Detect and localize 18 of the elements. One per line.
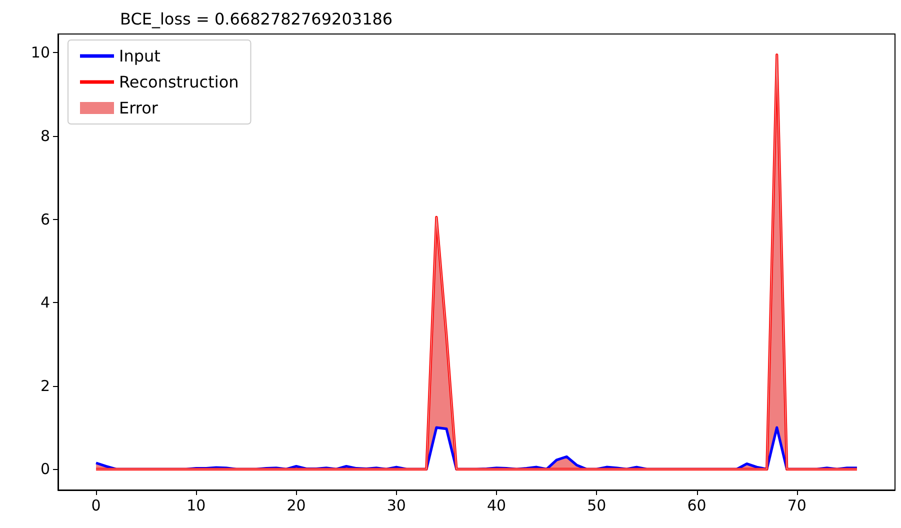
y-tick-label: 0 [40,460,50,478]
x-tick-label: 0 [91,496,101,514]
legend-label: Error [119,98,158,118]
y-tick-label: 4 [40,294,50,312]
chart-title: BCE_loss = 0.6682782769203186 [120,10,393,28]
legend-label: Input [119,46,160,66]
legend-label: Reconstruction [119,72,239,92]
x-tick-label: 60 [687,496,706,514]
x-tick-label: 50 [587,496,606,514]
x-tick-label: 20 [286,496,306,514]
y-tick-label: 2 [40,376,50,395]
y-tick-label: 8 [40,127,50,146]
y-tick-label: 10 [30,44,50,62]
x-tick-label: 40 [486,496,506,514]
x-tick-label: 10 [186,496,206,514]
x-tick-label: 30 [386,496,406,514]
y-tick-label: 6 [40,210,50,228]
x-tick-label: 70 [787,496,806,514]
